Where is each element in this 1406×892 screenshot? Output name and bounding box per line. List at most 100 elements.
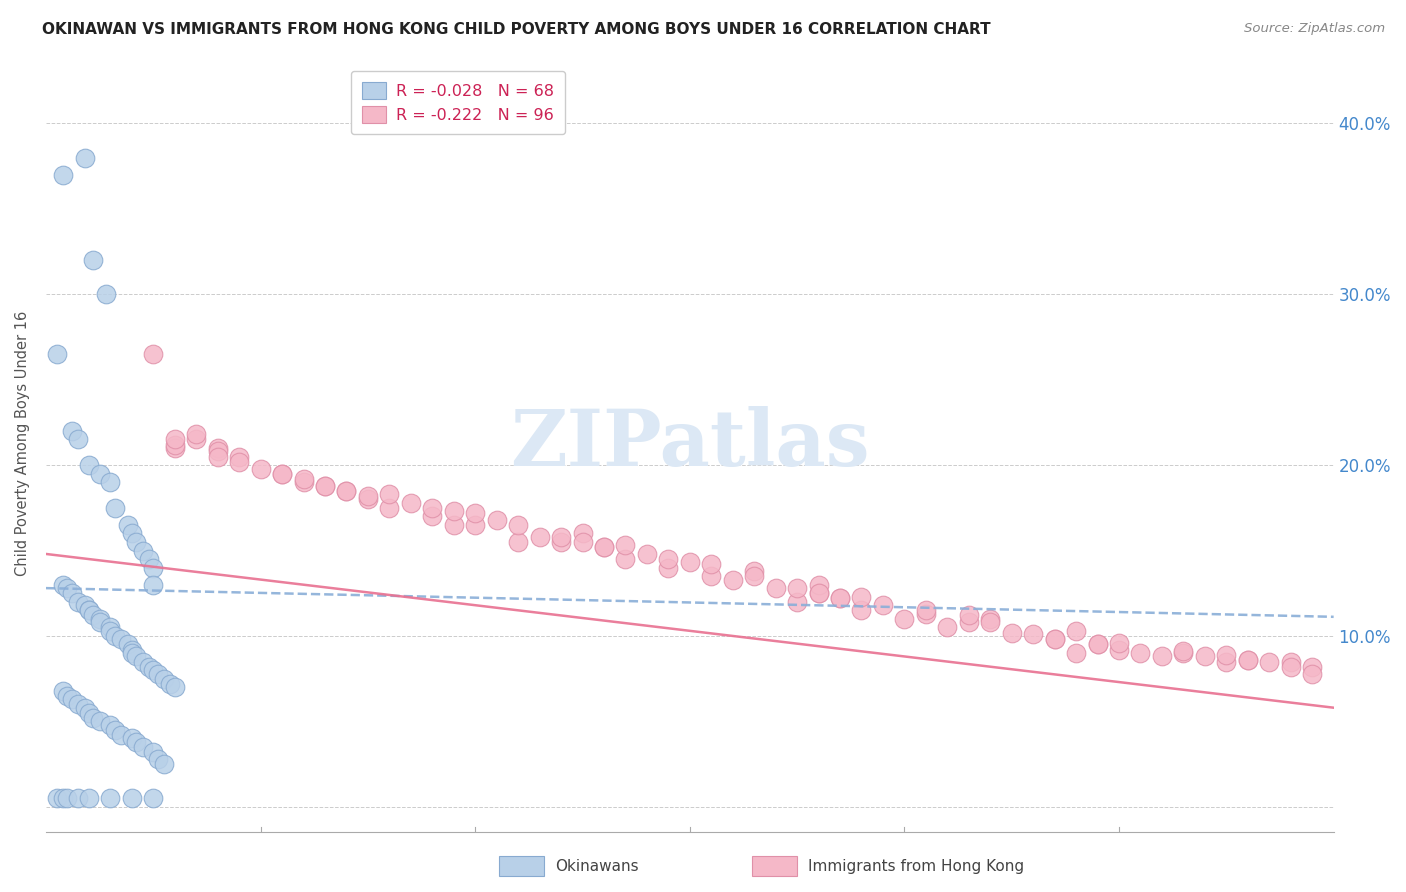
Point	[893, 612, 915, 626]
Point	[89, 615, 111, 630]
Point	[1279, 655, 1302, 669]
Point	[125, 535, 148, 549]
Point	[1258, 655, 1281, 669]
Point	[131, 739, 153, 754]
Legend: R = -0.028   N = 68, R = -0.222   N = 96: R = -0.028 N = 68, R = -0.222 N = 96	[352, 70, 565, 135]
Point	[335, 483, 357, 498]
Point	[104, 500, 127, 515]
Point	[142, 745, 165, 759]
Point	[121, 526, 143, 541]
Point	[121, 642, 143, 657]
Point	[73, 598, 96, 612]
Point	[73, 151, 96, 165]
Text: Source: ZipAtlas.com: Source: ZipAtlas.com	[1244, 22, 1385, 36]
Point	[186, 433, 208, 447]
Point	[1215, 648, 1237, 662]
Point	[314, 478, 336, 492]
Point	[292, 475, 315, 490]
Point	[121, 646, 143, 660]
Point	[207, 450, 229, 464]
Point	[1043, 632, 1066, 647]
Point	[159, 677, 181, 691]
Point	[163, 433, 186, 447]
Point	[593, 540, 616, 554]
Point	[186, 427, 208, 442]
Point	[979, 615, 1001, 630]
Point	[104, 723, 127, 737]
Point	[67, 433, 90, 447]
Point	[98, 791, 121, 805]
Point	[1108, 642, 1130, 657]
Point	[163, 680, 186, 694]
Point	[110, 632, 132, 647]
Point	[207, 444, 229, 458]
Point	[485, 513, 508, 527]
Point	[742, 564, 765, 578]
Point	[550, 535, 572, 549]
Point	[657, 560, 679, 574]
Point	[957, 608, 980, 623]
Point	[82, 711, 104, 725]
Point	[464, 506, 486, 520]
Point	[786, 595, 808, 609]
Point	[249, 461, 271, 475]
Point	[636, 547, 658, 561]
Point	[1108, 636, 1130, 650]
Point	[807, 577, 830, 591]
Point	[56, 791, 79, 805]
Point	[1194, 649, 1216, 664]
Point	[138, 659, 160, 673]
Point	[110, 728, 132, 742]
Point	[828, 591, 851, 606]
Point	[420, 509, 443, 524]
Point	[98, 624, 121, 638]
Point	[98, 718, 121, 732]
Point	[378, 500, 401, 515]
Point	[77, 791, 100, 805]
Point	[1129, 646, 1152, 660]
Point	[1064, 624, 1087, 638]
Point	[89, 612, 111, 626]
Point	[77, 603, 100, 617]
Point	[464, 517, 486, 532]
Point	[60, 692, 83, 706]
Point	[98, 620, 121, 634]
Point	[851, 590, 873, 604]
Point	[52, 791, 75, 805]
Point	[67, 698, 90, 712]
Point	[1150, 649, 1173, 664]
Point	[807, 586, 830, 600]
Point	[357, 492, 380, 507]
Text: Okinawans: Okinawans	[555, 859, 638, 873]
Point	[1087, 638, 1109, 652]
Point	[807, 586, 830, 600]
Point	[399, 496, 422, 510]
Point	[742, 569, 765, 583]
Point	[1301, 666, 1323, 681]
Point	[420, 500, 443, 515]
Point	[271, 467, 294, 481]
Point	[700, 558, 723, 572]
Point	[45, 791, 67, 805]
Point	[117, 638, 139, 652]
Point	[56, 689, 79, 703]
Point	[786, 581, 808, 595]
Point	[67, 791, 90, 805]
Point	[131, 543, 153, 558]
Point	[142, 560, 165, 574]
Point	[60, 424, 83, 438]
Point	[957, 615, 980, 630]
Point	[142, 347, 165, 361]
Point	[1301, 659, 1323, 673]
Point	[153, 672, 176, 686]
Point	[52, 577, 75, 591]
Point	[550, 530, 572, 544]
Text: ZIPatlas: ZIPatlas	[510, 406, 870, 482]
Point	[529, 530, 551, 544]
Point	[614, 552, 637, 566]
Point	[163, 441, 186, 455]
Point	[378, 487, 401, 501]
Text: OKINAWAN VS IMMIGRANTS FROM HONG KONG CHILD POVERTY AMONG BOYS UNDER 16 CORRELAT: OKINAWAN VS IMMIGRANTS FROM HONG KONG CH…	[42, 22, 991, 37]
Point	[121, 731, 143, 746]
Point	[142, 577, 165, 591]
